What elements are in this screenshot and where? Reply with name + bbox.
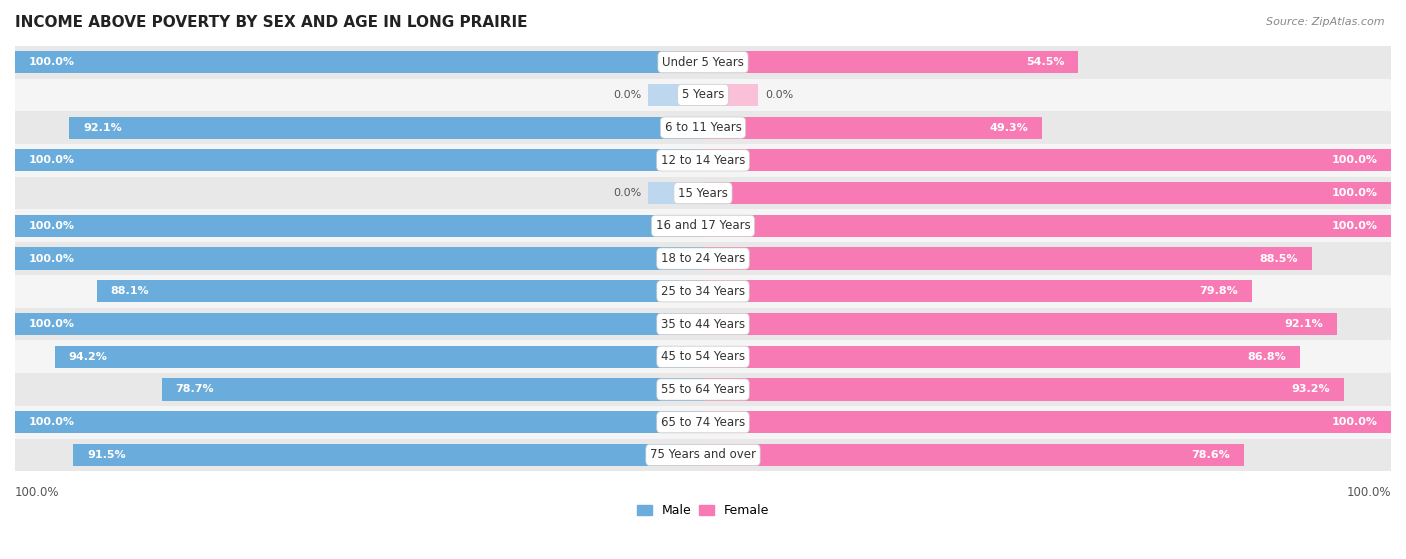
Text: 55 to 64 Years: 55 to 64 Years [661, 383, 745, 396]
Text: 88.5%: 88.5% [1260, 254, 1298, 263]
Text: 0.0%: 0.0% [765, 90, 793, 100]
Legend: Male, Female: Male, Female [631, 499, 775, 522]
Text: 86.8%: 86.8% [1247, 352, 1286, 362]
Text: 12 to 14 Years: 12 to 14 Years [661, 154, 745, 167]
Text: 78.6%: 78.6% [1191, 450, 1230, 460]
Bar [703, 51, 1078, 73]
Text: 100.0%: 100.0% [28, 221, 75, 231]
Text: 0.0%: 0.0% [613, 90, 641, 100]
Text: 6 to 11 Years: 6 to 11 Years [665, 121, 741, 134]
Bar [15, 242, 1391, 275]
Bar [15, 215, 703, 237]
Text: INCOME ABOVE POVERTY BY SEX AND AGE IN LONG PRAIRIE: INCOME ABOVE POVERTY BY SEX AND AGE IN L… [15, 15, 527, 30]
Text: 100.0%: 100.0% [28, 319, 75, 329]
Bar [703, 149, 1391, 172]
Text: 94.2%: 94.2% [69, 352, 107, 362]
Bar [703, 248, 1312, 269]
Bar [15, 313, 703, 335]
Text: 100.0%: 100.0% [15, 486, 59, 499]
Text: 88.1%: 88.1% [111, 286, 149, 296]
Text: 100.0%: 100.0% [1331, 417, 1378, 427]
Bar [648, 182, 703, 204]
Bar [69, 116, 703, 139]
Bar [73, 444, 703, 466]
Text: 54.5%: 54.5% [1026, 57, 1064, 67]
Text: 100.0%: 100.0% [28, 417, 75, 427]
Text: 65 to 74 Years: 65 to 74 Years [661, 416, 745, 429]
Text: 18 to 24 Years: 18 to 24 Years [661, 252, 745, 265]
Text: Under 5 Years: Under 5 Years [662, 56, 744, 69]
Bar [703, 411, 1391, 433]
Bar [15, 411, 703, 433]
Bar [15, 275, 1391, 307]
Text: 79.8%: 79.8% [1199, 286, 1239, 296]
Text: 49.3%: 49.3% [990, 122, 1028, 132]
Bar [703, 313, 1337, 335]
Text: 100.0%: 100.0% [1331, 188, 1378, 198]
Bar [703, 345, 1301, 368]
Bar [15, 78, 1391, 111]
Bar [15, 144, 1391, 177]
Bar [703, 84, 758, 106]
Text: 100.0%: 100.0% [1331, 155, 1378, 165]
Bar [15, 406, 1391, 439]
Bar [15, 149, 703, 172]
Bar [703, 215, 1391, 237]
Text: 45 to 54 Years: 45 to 54 Years [661, 350, 745, 363]
Bar [703, 378, 1344, 401]
Text: 35 to 44 Years: 35 to 44 Years [661, 318, 745, 330]
Text: 15 Years: 15 Years [678, 187, 728, 200]
Text: Source: ZipAtlas.com: Source: ZipAtlas.com [1267, 17, 1385, 27]
Bar [55, 345, 703, 368]
Text: 25 to 34 Years: 25 to 34 Years [661, 285, 745, 298]
Bar [97, 280, 703, 302]
Bar [162, 378, 703, 401]
Bar [15, 46, 1391, 78]
Bar [15, 111, 1391, 144]
Bar [648, 84, 703, 106]
Text: 0.0%: 0.0% [613, 188, 641, 198]
Bar [703, 280, 1251, 302]
Bar [15, 373, 1391, 406]
Text: 16 and 17 Years: 16 and 17 Years [655, 219, 751, 233]
Text: 75 Years and over: 75 Years and over [650, 448, 756, 462]
Text: 93.2%: 93.2% [1292, 385, 1330, 395]
Text: 91.5%: 91.5% [87, 450, 127, 460]
Text: 92.1%: 92.1% [1284, 319, 1323, 329]
Text: 100.0%: 100.0% [1331, 221, 1378, 231]
Bar [15, 177, 1391, 210]
Bar [15, 439, 1391, 471]
Bar [703, 444, 1244, 466]
Text: 100.0%: 100.0% [28, 254, 75, 263]
Text: 100.0%: 100.0% [28, 155, 75, 165]
Bar [15, 248, 703, 269]
Text: 100.0%: 100.0% [28, 57, 75, 67]
Bar [15, 307, 1391, 340]
Bar [15, 340, 1391, 373]
Bar [703, 116, 1042, 139]
Text: 100.0%: 100.0% [1347, 486, 1391, 499]
Bar [15, 210, 1391, 242]
Bar [15, 51, 703, 73]
Text: 78.7%: 78.7% [176, 385, 214, 395]
Text: 5 Years: 5 Years [682, 88, 724, 101]
Text: 92.1%: 92.1% [83, 122, 122, 132]
Bar [703, 182, 1391, 204]
